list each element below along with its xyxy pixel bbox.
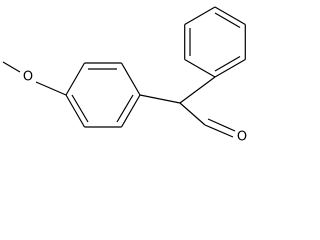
structure: O O [2,6,247,145]
bond [214,6,246,26]
bond [207,118,236,132]
bond [179,102,206,126]
bond [179,76,216,104]
atom-label: O [23,70,33,85]
bond [120,62,141,96]
bond [214,58,246,78]
bond [65,94,86,128]
bond [204,124,234,138]
bond [65,62,86,96]
bond [35,81,67,96]
bond [184,58,216,78]
bond [139,94,181,104]
bond [116,94,134,123]
bond [2,61,21,73]
atom-label: O [237,130,247,145]
bond [120,94,141,128]
bond [214,55,241,72]
page: O O (() => { const data = JSON.parse(doc… [2,6,248,145]
bond [184,6,216,26]
bond [214,12,241,29]
bonds [2,6,246,138]
bond [71,94,89,123]
